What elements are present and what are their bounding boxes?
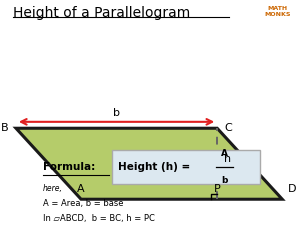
Text: C: C: [225, 123, 232, 133]
Text: Height of a Parallelogram: Height of a Parallelogram: [13, 6, 190, 20]
Text: D: D: [288, 183, 297, 194]
Text: here,: here,: [43, 184, 62, 194]
Text: In ▱ABCD,  b = BC, h = PC: In ▱ABCD, b = BC, h = PC: [43, 214, 154, 223]
Text: Height (h) =: Height (h) =: [118, 162, 194, 172]
Text: A: A: [77, 183, 85, 194]
Bar: [112, 150, 260, 184]
Text: b: b: [221, 176, 228, 185]
Text: A: A: [221, 150, 228, 158]
Polygon shape: [16, 128, 282, 199]
Text: MATH
MONKS: MATH MONKS: [265, 6, 291, 16]
Text: Formula:: Formula:: [43, 162, 95, 172]
Text: P: P: [214, 183, 220, 194]
Text: h: h: [224, 154, 231, 164]
Text: A = Area, b = base: A = Area, b = base: [43, 199, 123, 208]
Text: b: b: [113, 108, 120, 118]
Text: B: B: [1, 123, 9, 133]
